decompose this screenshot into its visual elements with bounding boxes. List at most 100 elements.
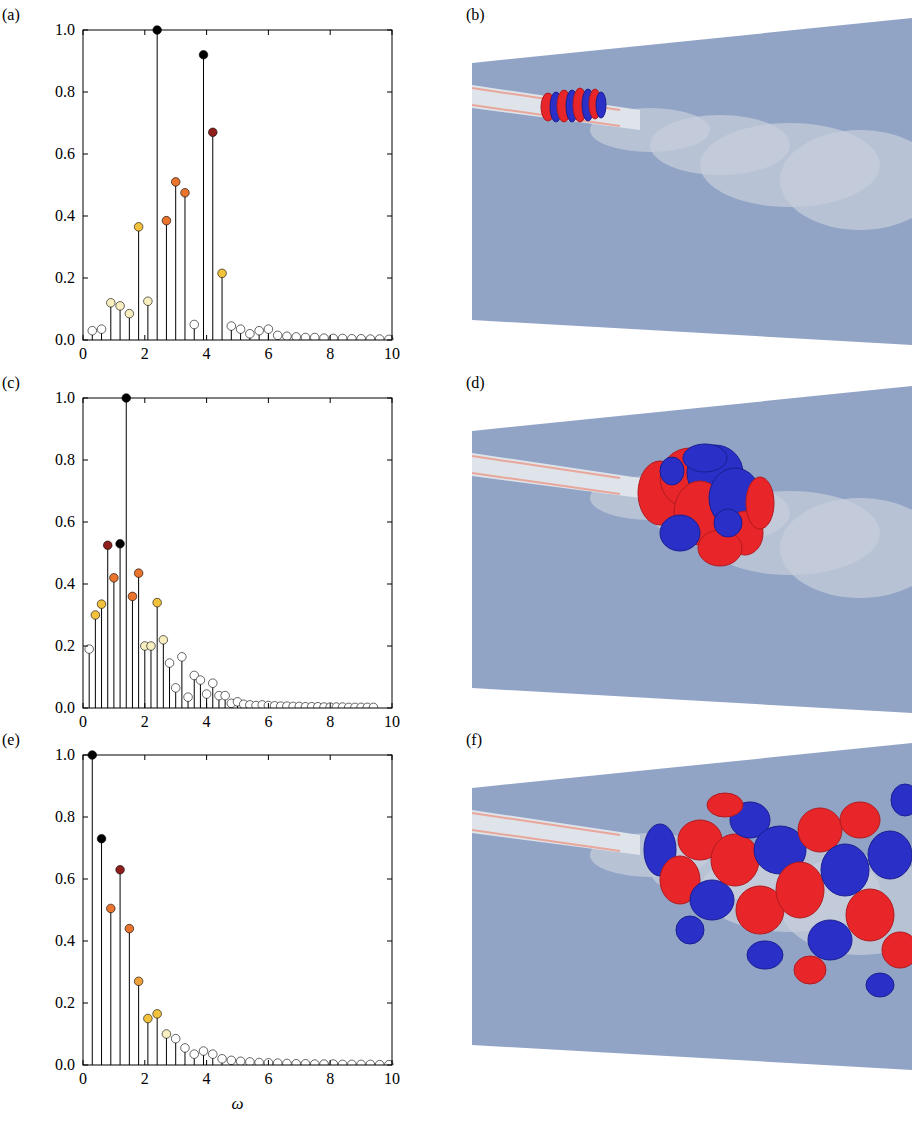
stem-marker (134, 977, 143, 986)
stem-marker (283, 1059, 292, 1065)
x-tick (83, 703, 84, 708)
mode-isosurface (794, 956, 826, 984)
x-tick (268, 398, 269, 403)
y-tick-label: 0.8 (55, 83, 75, 100)
stem-line (163, 640, 164, 708)
mode-isosurface (747, 941, 783, 969)
stem-marker (366, 335, 375, 340)
stem-marker (348, 334, 357, 340)
x-tick-label: 6 (264, 713, 272, 730)
x-tick (330, 30, 331, 35)
x-tick (206, 755, 207, 760)
x-tick-label: 10 (384, 1070, 400, 1087)
stem-marker (171, 684, 180, 693)
stem-line (147, 1019, 148, 1066)
stem-marker (227, 1056, 236, 1065)
stem-marker (236, 1057, 245, 1065)
y-tick-label: 1.0 (55, 389, 75, 406)
jet (472, 453, 640, 498)
flow-image: (b) (466, 6, 914, 345)
mode-isosurface (882, 932, 914, 968)
stem-marker (202, 690, 211, 699)
stem-marker (283, 332, 292, 340)
x-tick (392, 1060, 393, 1065)
x-tick (206, 703, 207, 708)
x-tick-label: 8 (326, 345, 334, 362)
y-tick (387, 398, 392, 399)
x-tick-label: 0 (79, 713, 87, 730)
stem-line (194, 675, 195, 708)
x-tick-label: 2 (141, 1070, 149, 1087)
stem-marker (162, 216, 171, 225)
stem-marker (255, 1058, 264, 1065)
y-tick (83, 30, 88, 31)
x-tick (330, 398, 331, 403)
stem-line (129, 929, 130, 1065)
y-tick-label: 0.2 (55, 269, 75, 286)
jet (472, 810, 640, 855)
stems (88, 26, 393, 340)
stem-line (166, 221, 167, 340)
x-tick (206, 1060, 207, 1065)
stem-marker (208, 679, 217, 688)
stem-marker (171, 178, 180, 187)
stem-line (92, 755, 93, 1065)
x-tick (144, 755, 145, 760)
y-tick (83, 1065, 88, 1066)
x-tick-label: 2 (141, 345, 149, 362)
x-tick (330, 755, 331, 760)
stem-line (169, 663, 170, 708)
x-tick-label: 10 (384, 713, 400, 730)
mode-isosurface (714, 509, 742, 537)
stem-line (222, 273, 223, 340)
stem-line (138, 227, 139, 340)
stem-marker (147, 642, 156, 651)
stem-marker (199, 1047, 208, 1056)
stem-marker (320, 334, 329, 340)
stem-marker (218, 269, 227, 278)
stem-marker (320, 1060, 329, 1065)
stem-line (150, 646, 151, 708)
stem-marker (153, 598, 162, 607)
stem-line (157, 1014, 158, 1065)
mode-isosurface (776, 862, 824, 918)
stem-line (120, 870, 121, 1065)
stem-marker (310, 333, 319, 340)
y-tick (387, 216, 392, 217)
stem-line (101, 604, 102, 708)
stem-marker (134, 223, 143, 232)
stem-line (157, 30, 158, 340)
mode-isosurface (808, 920, 852, 960)
y-tick (387, 154, 392, 155)
x-tick-label: 0 (79, 1070, 87, 1087)
flow-content (472, 85, 914, 230)
stem-marker (292, 1059, 301, 1065)
x-tick (330, 1060, 331, 1065)
stems (85, 394, 378, 708)
stem-line (138, 981, 139, 1065)
stem-marker (329, 1060, 338, 1065)
stem-marker (246, 1058, 255, 1065)
stem-marker (236, 325, 245, 334)
flow-content (472, 444, 914, 598)
stem-line (126, 398, 127, 708)
stem-marker (221, 691, 230, 700)
y-tick (387, 755, 392, 756)
stem-marker (116, 539, 125, 548)
mode-isosurface (891, 784, 914, 816)
stem-marker (264, 1059, 273, 1065)
stem-marker (338, 1060, 347, 1065)
stem-marker (301, 1059, 310, 1065)
mode-isosurface (596, 92, 606, 118)
jet-shear (472, 473, 620, 494)
mode-isosurface (840, 802, 880, 838)
stem-line (113, 578, 114, 708)
stem-marker (134, 569, 143, 578)
stem-marker (91, 611, 100, 620)
mode-isosurface (846, 889, 894, 941)
panel-letter: (e) (2, 731, 20, 749)
y-tick-label: 0.8 (55, 808, 75, 825)
y-tick (83, 154, 88, 155)
stem-marker (227, 322, 236, 331)
mode-isosurface (660, 515, 700, 551)
